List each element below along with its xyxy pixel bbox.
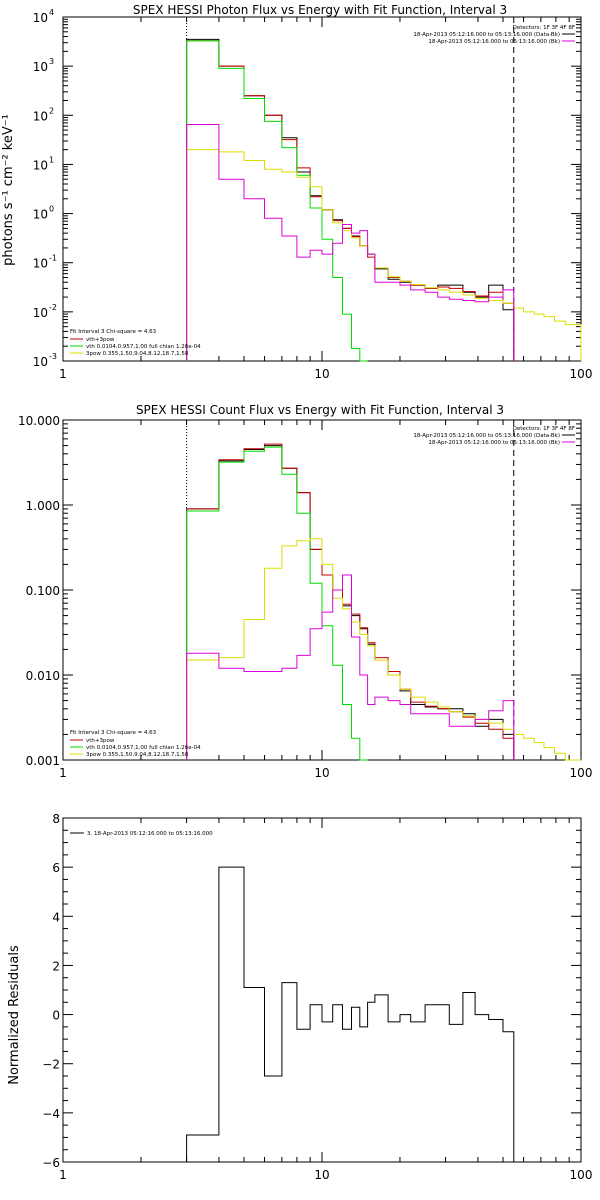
y-tick-exponent: -2 <box>49 303 57 312</box>
vth-histogram <box>186 446 368 761</box>
bk-histogram <box>186 124 515 361</box>
y-tick-label: 10 <box>33 11 48 25</box>
y-tick-label: 0 <box>52 1009 60 1023</box>
count-axis-ticks: 1 10 100 0.001 0.010 0.100 1.000 10.000 <box>18 414 592 780</box>
y-tick-label: 10 <box>33 355 48 369</box>
y-tick-exponent: 4 <box>49 8 54 17</box>
x-tick-label: 1 <box>59 766 67 780</box>
y-tick-label: 0.010 <box>26 669 60 683</box>
residuals-axis-ticks: 1 10 100 −6 −4 −2 0 2 4 6 8 <box>42 812 592 1182</box>
data-histogram <box>186 38 515 361</box>
photon-y-axis-label: photons s⁻¹ cm⁻² keV⁻¹ <box>1 114 16 266</box>
residuals-panel: Normalized Residuals 1 10 100 −6 −4 −2 0 2 4 6 8 3… <box>7 812 592 1182</box>
residuals-legend-entry: 3. 18-Apr-2013 05:12:16.000 to 05:13:16.… <box>87 831 213 837</box>
y-tick-label: 0.100 <box>26 584 60 598</box>
count-fit-legend: Fit Interval 3 Chi-square = 4.63 vth+3po… <box>70 730 201 758</box>
y-tick-label: 8 <box>52 812 60 826</box>
photon-detectors-header: Detectors: 1F 3F 4F 8F <box>513 25 575 31</box>
y-tick-label: 10 <box>33 60 48 74</box>
count-energy-markers <box>186 420 515 760</box>
y-tick-label: 10 <box>33 109 48 123</box>
residuals-plot-frame <box>62 817 582 1163</box>
fit_total-histogram <box>186 443 515 760</box>
count-fit-header: Fit Interval 3 Chi-square = 4.63 <box>70 730 157 736</box>
x-tick-label: 10 <box>314 1168 329 1182</box>
residuals-series <box>186 866 515 1162</box>
photon-series <box>186 38 582 362</box>
y-tick-exponent: 0 <box>49 205 54 214</box>
fit_total-histogram <box>186 40 515 361</box>
y-tick-label: 10 <box>33 158 48 172</box>
bpow-histogram <box>186 538 581 761</box>
x-tick-label: 100 <box>570 1168 593 1182</box>
bk-histogram <box>186 574 515 760</box>
count-series <box>186 443 581 761</box>
y-tick-label: 6 <box>52 861 60 875</box>
count-fit-entry-3: 3pow 0.355,1.50,9.04,8.12,18.7,1.58 <box>86 752 189 758</box>
x-tick-label: 100 <box>570 367 593 381</box>
count-detectors-row-data: 18-Apr-2013 05:12:16.000 to 05:13:16.000… <box>413 433 560 439</box>
x-tick-label: 100 <box>570 766 593 780</box>
count-detector-legend: Detectors: 1F 3F 4F 8F 18-Apr-2013 05:12… <box>413 426 575 446</box>
y-tick-label: 4 <box>52 910 60 924</box>
y-tick-label: −4 <box>42 1107 60 1121</box>
count-flux-panel: SPEX HESSI Count Flux vs Energy with Fit… <box>18 403 592 780</box>
y-tick-exponent: -1 <box>49 254 57 263</box>
photon-flux-panel: SPEX HESSI Photon Flux vs Energy with Fi… <box>1 3 592 381</box>
photon-fit-header: Fit Interval 3 Chi-square = 4.63 <box>70 329 157 335</box>
y-tick-label: 10 <box>33 306 48 320</box>
photon-fit-entry-1: vth+3pow <box>86 337 115 343</box>
y-tick-label: −6 <box>42 1156 60 1170</box>
residuals-y-axis-label: Normalized Residuals <box>7 945 22 1085</box>
count-fit-entry-1: vth+3pow <box>86 738 115 744</box>
photon-detector-legend: Detectors: 1F 3F 4F 8F 18-Apr-2013 05:12… <box>413 25 575 45</box>
x-tick-label: 1 <box>59 1168 67 1182</box>
y-tick-label: −2 <box>42 1058 60 1072</box>
y-tick-label: 2 <box>52 959 60 973</box>
photon-detectors-row-bk: 18-Apr-2013 05:12:16.000 to 05:13:16.000… <box>428 39 560 45</box>
photon-fit-entry-2: vth 0.0104,0.957,1.00 full chian 1.26e-0… <box>86 344 201 350</box>
residuals-legend: 3. 18-Apr-2013 05:12:16.000 to 05:13:16.… <box>70 831 213 837</box>
y-tick-label: 10 <box>33 208 48 222</box>
count-chart-title: SPEX HESSI Count Flux vs Energy with Fit… <box>136 403 504 417</box>
y-tick-exponent: -3 <box>49 352 57 361</box>
data-histogram <box>186 445 515 760</box>
count-detectors-header: Detectors: 1F 3F 4F 8F <box>513 426 575 432</box>
y-tick-label: 10 <box>33 257 48 271</box>
data-histogram <box>186 866 515 1162</box>
y-tick-exponent: 1 <box>49 155 54 164</box>
photon-detectors-row-data: 18-Apr-2013 05:12:16.000 to 05:13:16.000… <box>413 32 560 38</box>
bpow-histogram <box>186 149 582 361</box>
count-fit-entry-2: vth 0.0104,0.957,1.00 full chian 1.26e-0… <box>86 745 201 751</box>
photon-fit-entry-3: 3pow 0.355,1.50,9.04,8.12,18.7,1.58 <box>86 351 189 357</box>
photon-chart-title: SPEX HESSI Photon Flux vs Energy with Fi… <box>133 3 507 17</box>
x-tick-label: 10 <box>314 367 329 381</box>
photon-fit-legend: Fit Interval 3 Chi-square = 4.63 vth+3po… <box>70 329 201 357</box>
y-tick-exponent: 3 <box>49 57 54 66</box>
x-tick-label: 1 <box>59 367 67 381</box>
y-tick-exponent: 2 <box>49 106 54 115</box>
x-tick-label: 10 <box>314 766 329 780</box>
count-detectors-row-bk: 18-Apr-2013 05:12:16.000 to 05:13:16.000… <box>428 440 560 446</box>
y-tick-label: 10.000 <box>18 414 60 428</box>
y-tick-label: 1.000 <box>26 499 60 513</box>
vth-histogram <box>186 40 368 362</box>
y-tick-label: 0.001 <box>26 754 60 768</box>
